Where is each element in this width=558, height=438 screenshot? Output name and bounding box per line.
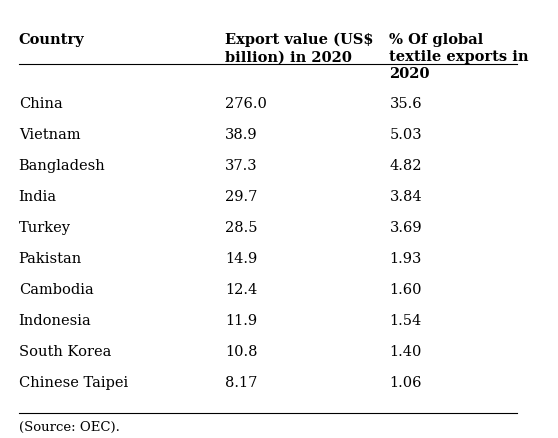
Text: 14.9: 14.9 — [225, 251, 257, 265]
Text: 1.40: 1.40 — [389, 344, 422, 358]
Text: Cambodia: Cambodia — [18, 282, 93, 296]
Text: 3.69: 3.69 — [389, 220, 422, 234]
Text: Turkey: Turkey — [18, 220, 71, 234]
Text: 10.8: 10.8 — [225, 344, 258, 358]
Text: 8.17: 8.17 — [225, 375, 258, 389]
Text: Export value (US$
billion) in 2020: Export value (US$ billion) in 2020 — [225, 33, 374, 64]
Text: (Source: OEC).: (Source: OEC). — [18, 420, 119, 433]
Text: 276.0: 276.0 — [225, 97, 267, 111]
Text: Vietnam: Vietnam — [18, 128, 80, 142]
Text: 37.3: 37.3 — [225, 159, 258, 173]
Text: 12.4: 12.4 — [225, 282, 257, 296]
Text: % Of global
textile exports in
2020: % Of global textile exports in 2020 — [389, 33, 529, 81]
Text: India: India — [18, 190, 57, 204]
Text: South Korea: South Korea — [18, 344, 111, 358]
Text: 4.82: 4.82 — [389, 159, 422, 173]
Text: 28.5: 28.5 — [225, 220, 258, 234]
Text: 3.84: 3.84 — [389, 190, 422, 204]
Text: China: China — [18, 97, 62, 111]
Text: 29.7: 29.7 — [225, 190, 258, 204]
Text: 5.03: 5.03 — [389, 128, 422, 142]
Text: 1.06: 1.06 — [389, 375, 422, 389]
Text: Indonesia: Indonesia — [18, 313, 92, 327]
Text: 35.6: 35.6 — [389, 97, 422, 111]
Text: 1.60: 1.60 — [389, 282, 422, 296]
Text: 11.9: 11.9 — [225, 313, 257, 327]
Text: Chinese Taipei: Chinese Taipei — [18, 375, 128, 389]
Text: 1.93: 1.93 — [389, 251, 422, 265]
Text: 38.9: 38.9 — [225, 128, 258, 142]
Text: Bangladesh: Bangladesh — [18, 159, 105, 173]
Text: Pakistan: Pakistan — [18, 251, 82, 265]
Text: Country: Country — [18, 33, 84, 47]
Text: 1.54: 1.54 — [389, 313, 422, 327]
